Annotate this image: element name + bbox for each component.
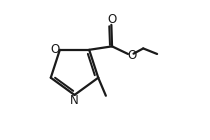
Text: O: O	[127, 49, 136, 62]
Text: O: O	[51, 43, 60, 56]
Text: O: O	[107, 13, 116, 25]
Text: N: N	[70, 94, 78, 107]
